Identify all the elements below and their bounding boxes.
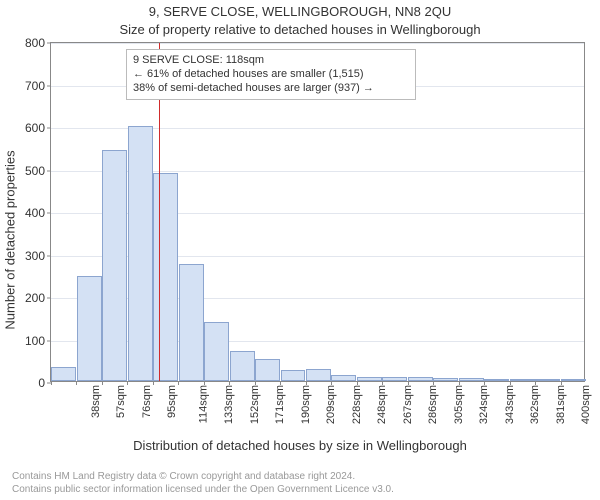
x-tick-label: 133sqm: [224, 385, 236, 424]
bar: [382, 377, 407, 381]
y-tick-label: 500: [25, 164, 45, 178]
x-tick-mark: [331, 381, 332, 385]
bar: [510, 379, 535, 381]
x-tick-mark: [561, 381, 562, 385]
x-tick-mark: [433, 381, 434, 385]
gridline: [51, 43, 584, 44]
x-tick-label: 76sqm: [141, 385, 153, 418]
y-tick-label: 400: [25, 206, 45, 220]
y-tick-mark: [47, 255, 51, 256]
x-tick-mark: [255, 381, 256, 385]
y-tick-mark: [47, 213, 51, 214]
annotation-line2: ← 61% of detached houses are smaller (1,…: [133, 68, 409, 82]
x-tick-label: 228sqm: [351, 385, 363, 424]
bar: [331, 375, 356, 381]
y-tick-label: 0: [38, 376, 45, 390]
footer-line1: Contains HM Land Registry data © Crown c…: [12, 471, 588, 484]
chart-title-line2: Size of property relative to detached ho…: [0, 22, 600, 37]
bar: [128, 126, 153, 381]
x-tick-mark: [102, 381, 103, 385]
y-tick-mark: [47, 340, 51, 341]
x-tick-label: 209sqm: [325, 385, 337, 424]
x-tick-mark: [510, 381, 511, 385]
x-tick-mark: [76, 381, 77, 385]
plot-area: 010020030040050060070080038sqm57sqm76sqm…: [50, 42, 585, 382]
x-tick-label: 362sqm: [529, 385, 541, 424]
y-axis-label: Number of detached properties: [3, 150, 18, 329]
bar: [535, 379, 560, 381]
y-tick-mark: [47, 85, 51, 86]
x-tick-mark: [153, 381, 154, 385]
x-tick-mark: [306, 381, 307, 385]
x-tick-mark: [484, 381, 485, 385]
x-tick-label: 152sqm: [249, 385, 261, 424]
bar: [51, 367, 76, 381]
bar: [408, 377, 433, 381]
bar: [459, 378, 484, 381]
x-tick-label: 38sqm: [90, 385, 102, 418]
bar: [77, 276, 102, 381]
bar: [433, 378, 458, 381]
y-tick-label: 300: [25, 249, 45, 263]
x-tick-mark: [382, 381, 383, 385]
y-tick-label: 600: [25, 121, 45, 135]
x-tick-label: 190sqm: [300, 385, 312, 424]
annotation-line3: 38% of semi-detached houses are larger (…: [133, 82, 409, 96]
x-tick-label: 171sqm: [274, 385, 286, 424]
x-tick-label: 248sqm: [376, 385, 388, 424]
y-tick-mark: [47, 43, 51, 44]
x-tick-mark: [229, 381, 230, 385]
bar: [179, 264, 204, 381]
x-tick-label: 114sqm: [197, 385, 209, 423]
x-tick-mark: [459, 381, 460, 385]
x-tick-label: 57sqm: [116, 385, 128, 418]
x-tick-mark: [280, 381, 281, 385]
x-tick-mark: [408, 381, 409, 385]
x-tick-label: 343sqm: [504, 385, 516, 424]
chart-title-line1: 9, SERVE CLOSE, WELLINGBOROUGH, NN8 2QU: [0, 4, 600, 19]
x-tick-mark: [357, 381, 358, 385]
x-tick-label: 324sqm: [478, 385, 490, 424]
x-tick-label: 381sqm: [555, 385, 567, 424]
bar: [306, 369, 331, 381]
footer-line2: Contains public sector information licen…: [12, 484, 588, 497]
bar: [357, 377, 382, 381]
x-tick-mark: [178, 381, 179, 385]
y-tick-mark: [47, 298, 51, 299]
annotation-box: 9 SERVE CLOSE: 118sqm ← 61% of detached …: [126, 49, 416, 100]
bar: [561, 379, 586, 381]
x-tick-label: 400sqm: [580, 385, 592, 424]
y-tick-mark: [47, 170, 51, 171]
y-tick-mark: [47, 128, 51, 129]
x-tick-mark: [51, 381, 52, 385]
y-tick-label: 200: [25, 291, 45, 305]
bar: [484, 379, 509, 381]
x-axis-label: Distribution of detached houses by size …: [0, 438, 600, 453]
bar: [281, 370, 306, 381]
footer: Contains HM Land Registry data © Crown c…: [12, 471, 588, 496]
bar: [153, 173, 178, 381]
x-tick-label: 286sqm: [427, 385, 439, 424]
y-tick-label: 100: [25, 334, 45, 348]
bar: [255, 359, 280, 381]
y-tick-label: 700: [25, 79, 45, 93]
y-tick-label: 800: [25, 36, 45, 50]
x-tick-label: 305sqm: [453, 385, 465, 424]
bar: [230, 351, 255, 381]
bar: [102, 150, 127, 381]
annotation-line1: 9 SERVE CLOSE: 118sqm: [133, 54, 409, 68]
bar: [204, 322, 229, 382]
x-tick-label: 267sqm: [402, 385, 414, 424]
x-tick-mark: [204, 381, 205, 385]
x-tick-label: 95sqm: [166, 385, 178, 418]
x-tick-mark: [127, 381, 128, 385]
x-tick-mark: [535, 381, 536, 385]
